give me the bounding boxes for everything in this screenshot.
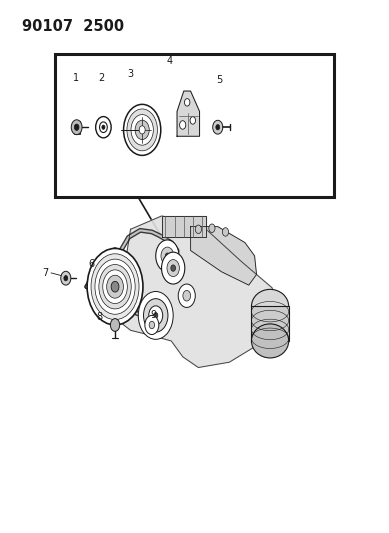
Text: 4: 4 (166, 55, 172, 66)
Circle shape (183, 290, 191, 301)
Circle shape (209, 224, 215, 232)
Circle shape (144, 298, 168, 332)
Circle shape (145, 316, 159, 335)
Circle shape (135, 120, 149, 140)
Circle shape (178, 284, 195, 308)
Text: 5: 5 (217, 75, 223, 85)
Circle shape (111, 281, 119, 292)
Polygon shape (115, 216, 280, 368)
Circle shape (91, 254, 139, 320)
Text: 2: 2 (98, 73, 105, 83)
Bar (74, 121, 80, 134)
Ellipse shape (251, 289, 289, 324)
Text: 9: 9 (151, 310, 157, 320)
Circle shape (184, 99, 190, 106)
Circle shape (124, 104, 161, 156)
Circle shape (190, 117, 196, 124)
Circle shape (96, 117, 111, 138)
Circle shape (87, 248, 143, 325)
Circle shape (99, 264, 131, 309)
Circle shape (223, 228, 229, 236)
Circle shape (95, 259, 135, 314)
Circle shape (102, 125, 105, 130)
Circle shape (131, 115, 153, 145)
Bar (55, 54, 334, 197)
Circle shape (139, 126, 145, 134)
Circle shape (64, 276, 68, 281)
Text: 6: 6 (89, 259, 95, 269)
Circle shape (213, 120, 223, 134)
Circle shape (103, 270, 127, 303)
Text: 8: 8 (96, 312, 103, 322)
Text: 90107  2500: 90107 2500 (22, 19, 124, 34)
Bar (251, 306, 289, 341)
Circle shape (165, 253, 170, 259)
Circle shape (167, 260, 179, 277)
Circle shape (149, 306, 163, 325)
Circle shape (195, 225, 202, 233)
Ellipse shape (251, 324, 289, 358)
Circle shape (100, 122, 107, 133)
Circle shape (107, 275, 123, 298)
Circle shape (154, 312, 158, 318)
Circle shape (61, 271, 71, 285)
Polygon shape (191, 227, 256, 285)
Circle shape (180, 120, 186, 129)
Circle shape (156, 240, 179, 272)
Circle shape (161, 252, 185, 284)
Text: 7: 7 (42, 268, 48, 278)
Circle shape (216, 125, 220, 130)
Polygon shape (177, 91, 200, 136)
Polygon shape (161, 216, 206, 237)
Circle shape (110, 319, 120, 332)
Circle shape (171, 265, 175, 271)
Circle shape (149, 321, 154, 329)
Circle shape (71, 120, 82, 135)
Circle shape (138, 292, 173, 340)
Circle shape (161, 247, 174, 265)
Circle shape (74, 124, 79, 131)
Text: 1: 1 (73, 73, 79, 83)
Text: 3: 3 (128, 69, 133, 79)
Circle shape (127, 109, 158, 151)
